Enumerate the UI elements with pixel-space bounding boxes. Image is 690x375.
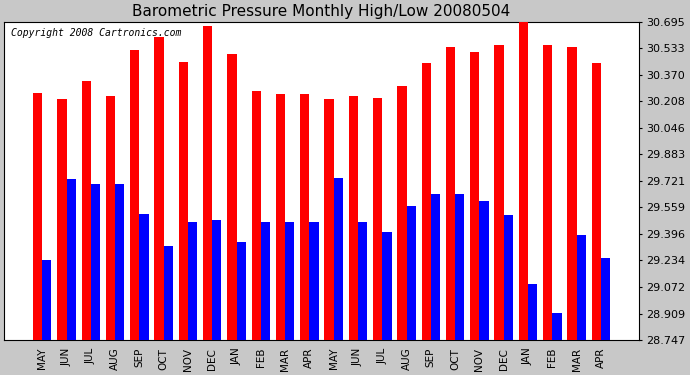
Bar: [324, 99, 334, 340]
Bar: [591, 63, 601, 340]
Bar: [519, 16, 528, 340]
Bar: [66, 179, 76, 340]
Bar: [139, 214, 148, 340]
Bar: [422, 63, 431, 340]
Bar: [567, 47, 577, 340]
Text: Copyright 2008 Cartronics.com: Copyright 2008 Cartronics.com: [10, 28, 181, 38]
Bar: [237, 242, 246, 340]
Bar: [106, 96, 115, 340]
Bar: [601, 258, 610, 340]
Bar: [130, 50, 139, 340]
Bar: [495, 45, 504, 340]
Bar: [91, 184, 100, 340]
Bar: [309, 222, 319, 340]
Title: Barometric Pressure Monthly High/Low 20080504: Barometric Pressure Monthly High/Low 200…: [132, 4, 511, 19]
Bar: [348, 96, 358, 340]
Bar: [33, 93, 42, 340]
Bar: [300, 94, 309, 340]
Bar: [213, 220, 221, 340]
Bar: [397, 86, 406, 340]
Bar: [470, 52, 480, 340]
Bar: [528, 284, 538, 340]
Bar: [276, 94, 285, 340]
Bar: [57, 99, 66, 340]
Bar: [406, 206, 416, 340]
Bar: [164, 246, 173, 340]
Bar: [446, 47, 455, 340]
Bar: [115, 184, 124, 340]
Bar: [227, 54, 237, 340]
Bar: [261, 222, 270, 340]
Bar: [252, 91, 261, 340]
Bar: [431, 194, 440, 340]
Bar: [504, 215, 513, 340]
Bar: [188, 222, 197, 340]
Bar: [577, 235, 586, 340]
Bar: [155, 37, 164, 340]
Bar: [543, 45, 552, 340]
Bar: [552, 314, 562, 340]
Bar: [203, 26, 213, 340]
Bar: [285, 222, 295, 340]
Bar: [455, 194, 464, 340]
Bar: [334, 178, 343, 340]
Bar: [42, 260, 52, 340]
Bar: [480, 201, 489, 340]
Bar: [373, 98, 382, 340]
Bar: [81, 81, 91, 340]
Bar: [382, 232, 391, 340]
Bar: [179, 62, 188, 340]
Bar: [358, 222, 367, 340]
